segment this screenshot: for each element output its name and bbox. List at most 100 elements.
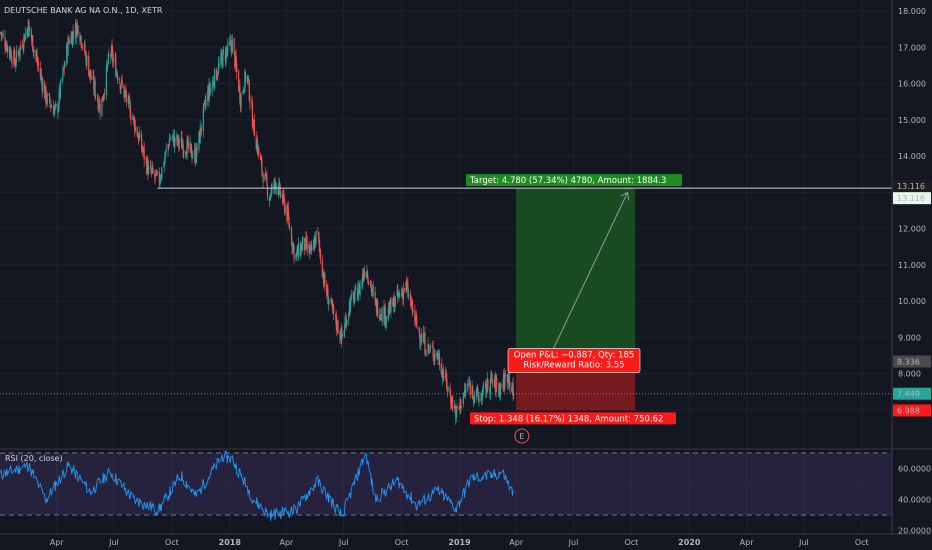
candle-body: [287, 207, 289, 218]
candle-body: [30, 30, 33, 40]
candle-body: [53, 108, 55, 117]
event-marker-ring: [514, 428, 530, 444]
candle-body: [471, 385, 473, 394]
candle-body: [35, 56, 38, 57]
candle-body: [6, 45, 9, 53]
candle-body: [136, 126, 138, 137]
candle-body: [15, 50, 17, 63]
candle-body: [258, 147, 260, 154]
position-zones: [516, 188, 636, 411]
candle-body: [200, 129, 203, 132]
candle-body: [274, 179, 276, 184]
candle-body: [344, 318, 347, 322]
candle-body: [424, 351, 427, 355]
candle-body: [10, 51, 12, 57]
candle-body: [314, 236, 316, 245]
candle-body: [39, 67, 41, 76]
candle-body: [384, 307, 386, 325]
candle-body: [237, 71, 240, 92]
candle-body: [477, 387, 479, 397]
candle-body: [129, 105, 131, 119]
candle-body: [1, 33, 3, 36]
candle-body: [145, 157, 147, 159]
candle-body: [107, 54, 109, 65]
candle-body: [468, 381, 470, 383]
candle-body: [387, 308, 390, 319]
candle-body: [35, 50, 37, 57]
price-tag-current: 7.449: [897, 390, 920, 399]
candle-body: [77, 25, 79, 35]
candle-body: [380, 314, 382, 317]
candle-body: [13, 49, 16, 62]
candle-body: [1, 33, 4, 36]
candle-body: [356, 288, 359, 301]
candle-body: [385, 316, 388, 322]
candle-body: [445, 372, 447, 379]
y-tick-label: 12.000: [898, 225, 926, 234]
candle-body: [32, 35, 34, 52]
candle-body: [265, 175, 267, 177]
candle-body: [450, 395, 452, 404]
candle-body: [348, 302, 350, 315]
candle-body: [63, 66, 65, 69]
candle-body: [23, 36, 26, 42]
candle-body: [474, 395, 476, 398]
candle-body: [256, 140, 259, 153]
candle-body: [297, 248, 299, 255]
candle-body: [120, 79, 123, 85]
candle-body: [202, 106, 204, 132]
candle-body: [183, 150, 185, 152]
x-tick-label: Apr: [740, 538, 755, 547]
candle-body: [295, 252, 298, 257]
candle-body: [473, 396, 475, 402]
candle-body: [251, 103, 254, 126]
candle-body: [168, 140, 170, 147]
candle-body: [498, 385, 500, 393]
candle-body: [17, 52, 19, 53]
candle-body: [95, 95, 97, 97]
x-tick-label: Jul: [568, 538, 579, 547]
x-tick-label: Jul: [338, 538, 349, 547]
candle-body: [452, 396, 454, 408]
candle-body: [234, 52, 236, 68]
candle-body: [299, 244, 301, 256]
candle-body: [480, 396, 482, 398]
ratio-label: Risk/Reward Ratio: 3.55: [523, 361, 624, 371]
rsi-label: RSI (20, close): [5, 454, 63, 463]
candle-body: [392, 299, 394, 307]
candle-body: [112, 49, 114, 62]
candle-body: [244, 71, 246, 92]
candle-body: [321, 259, 323, 277]
candle-body: [411, 299, 413, 306]
candle-body: [190, 144, 192, 146]
candle-body: [384, 306, 386, 324]
candle-body: [98, 102, 101, 108]
candle-body: [455, 407, 457, 419]
candle-body: [45, 102, 48, 103]
candle-body: [27, 29, 29, 36]
candle-body: [244, 71, 247, 83]
candle-body: [195, 145, 198, 163]
candle-body: [428, 345, 430, 349]
candle-body: [300, 245, 303, 250]
candle-body: [275, 183, 277, 189]
candle-body: [366, 271, 368, 274]
candle-body: [327, 301, 330, 305]
candle-body: [124, 90, 126, 93]
candle-body: [410, 301, 412, 307]
candle-body: [465, 389, 467, 393]
candle-body: [37, 61, 39, 65]
candle-body: [247, 77, 249, 79]
candle-body: [371, 291, 373, 293]
candle-body: [398, 294, 400, 295]
candle-body: [353, 297, 356, 303]
candle-body: [362, 273, 364, 278]
candle-body: [288, 216, 290, 227]
candle-body: [375, 298, 378, 313]
candle-body: [64, 63, 66, 68]
candle-body: [441, 370, 444, 378]
candle-body: [419, 340, 422, 344]
candle-body: [334, 314, 337, 316]
candle-body: [361, 273, 364, 283]
